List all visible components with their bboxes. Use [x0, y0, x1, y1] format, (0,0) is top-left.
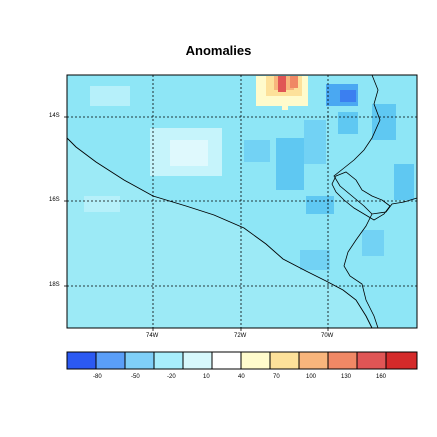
colorbar-swatch [299, 352, 328, 369]
lat-label-14s: 14S [49, 113, 60, 119]
anomaly-patch [300, 250, 330, 270]
anomaly-patch [276, 138, 304, 190]
lat-label-16s: 16S [49, 197, 60, 203]
colorbar-label: -50 [131, 374, 140, 380]
colorbar-swatch [96, 352, 125, 369]
colorbar-swatch [241, 352, 270, 369]
colorbar-frame [66, 351, 418, 370]
warm-anomaly [278, 76, 286, 92]
anomaly-patch [340, 90, 356, 102]
colorbar-label: 70 [273, 374, 280, 380]
colorbar-label: -20 [167, 374, 176, 380]
colorbar-swatch [386, 352, 417, 369]
axis-ticks [64, 116, 329, 331]
colorbar-swatch [328, 352, 357, 369]
colorbar-swatch [67, 352, 96, 369]
colorbar-label: 100 [306, 374, 317, 380]
anomaly-patch [90, 86, 130, 106]
lon-label-74w: 74W [146, 333, 159, 339]
colorbar-swatch [125, 352, 154, 369]
anomaly-patch [306, 196, 334, 214]
map-frame [66, 74, 418, 329]
country-border [343, 213, 379, 329]
warm-anomaly [282, 96, 288, 110]
anomaly-patch [84, 196, 120, 212]
coastline [66, 137, 373, 329]
anomaly-patch [394, 164, 414, 200]
anomaly-patch [362, 230, 384, 256]
colorbar-label: 40 [238, 374, 245, 380]
colorbar-label: -80 [93, 374, 102, 380]
lon-label-72w: 72W [234, 333, 247, 339]
anomaly-patch [304, 120, 326, 164]
colorbar-label: 130 [341, 374, 352, 380]
colorbar-swatch [212, 352, 241, 369]
warm-anomaly [290, 76, 298, 88]
lat-label-18s: 18S [49, 282, 60, 288]
lake-outline [331, 171, 391, 221]
lon-label-70w: 70W [321, 333, 334, 339]
colorbar-label: 10 [203, 374, 210, 380]
colorbar-swatch [270, 352, 299, 369]
colorbar [66, 351, 418, 370]
anomaly-field [67, 75, 417, 328]
colorbar-swatch [154, 352, 183, 369]
colorbar-swatch [183, 352, 212, 369]
anomaly-patch [170, 140, 208, 166]
colorbar-label: 160 [376, 374, 387, 380]
colorbar-swatch [357, 352, 386, 369]
anomaly-patch [338, 112, 358, 134]
map-title: Anomalies [185, 43, 252, 58]
anomaly-patch [244, 140, 270, 162]
map-panel [64, 74, 418, 331]
